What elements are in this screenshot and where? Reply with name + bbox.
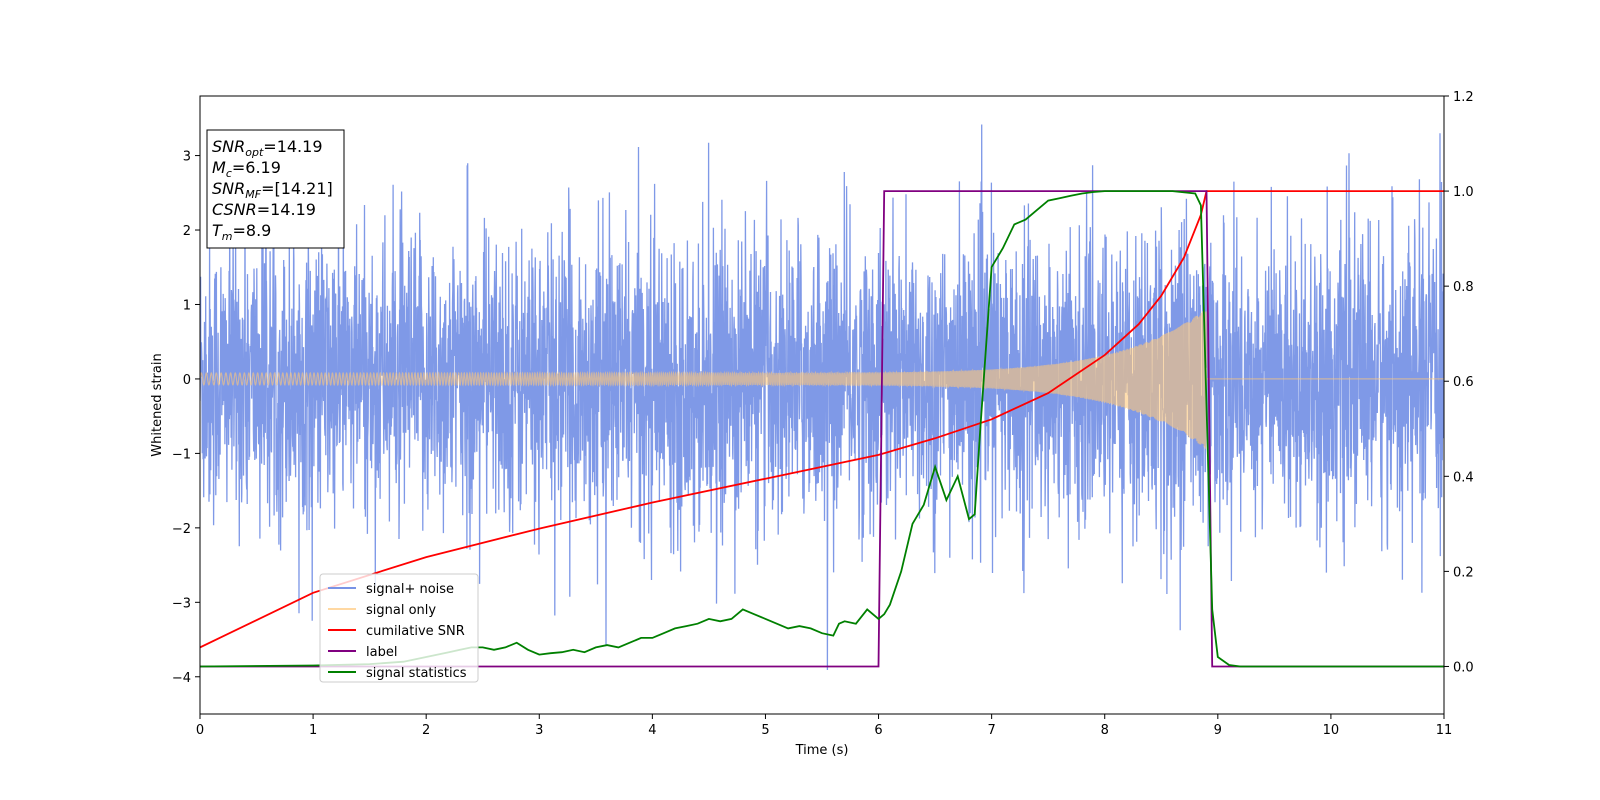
- metric-annotation: Mc=6.19: [212, 158, 281, 180]
- x-tick-label: 7: [987, 723, 995, 738]
- x-tick-label: 9: [1214, 723, 1222, 738]
- y-right-tick-label: 1.2: [1453, 90, 1474, 105]
- x-tick-label: 8: [1101, 723, 1109, 738]
- x-axis: 0 1 2 3 4 5 6 7 8 9 10 11: [196, 714, 1452, 738]
- y-left-tick-label: −2: [172, 522, 191, 537]
- y-right-tick-label: 0.4: [1453, 470, 1474, 485]
- y-right-tick-label: 1.0: [1453, 185, 1474, 200]
- y-left-tick-label: 2: [183, 224, 191, 239]
- legend-entry: signal only: [366, 603, 436, 618]
- metric-annotation: SNRMF=[14.21]: [212, 179, 333, 201]
- series-cumulative-snr-line: [200, 190, 1444, 649]
- x-tick-label: 5: [761, 723, 769, 738]
- y-axis-left: 3 2 1 0 −1 −2 −3 −4: [172, 150, 200, 686]
- y-left-tick-label: 3: [183, 150, 191, 165]
- y-left-tick-label: −1: [172, 447, 191, 462]
- y-left-tick-label: 0: [183, 373, 191, 388]
- y-left-tick-label: −3: [172, 596, 191, 611]
- plot-frame: [199, 95, 1445, 715]
- series-signal-statistics-line: [200, 190, 1444, 668]
- y-right-tick-label: 0.0: [1453, 660, 1474, 675]
- x-tick-label: 10: [1323, 723, 1340, 738]
- y-right-tick-label: 0.6: [1453, 375, 1474, 390]
- metric-annotation: SNRopt=14.19: [212, 137, 323, 159]
- x-tick-label: 4: [648, 723, 656, 738]
- x-axis-title: Time (s): [795, 743, 849, 758]
- legend: signal+ noise signal only cumilative SNR la…: [319, 573, 479, 683]
- x-tick-label: 2: [422, 723, 430, 738]
- x-tick-label: 11: [1436, 723, 1453, 738]
- legend-entry: signal statistics: [366, 666, 467, 681]
- y-right-tick-label: 0.8: [1453, 280, 1474, 295]
- metric-annotation: Tm=8.9: [212, 221, 271, 243]
- legend-entry: label: [366, 645, 397, 660]
- metrics-annotation-box: SNRopt=14.19Mc=6.19SNRMF=[14.21]CSNR=14.…: [206, 129, 345, 249]
- metric-annotation: CSNR=14.19: [212, 200, 316, 219]
- y-axis-title: Whitened strain: [150, 353, 165, 456]
- y-left-tick-label: −4: [172, 671, 191, 686]
- series-signal-noise-line: [200, 124, 1444, 671]
- x-tick-label: 6: [874, 723, 882, 738]
- x-tick-label: 1: [309, 723, 317, 738]
- series-layer: [200, 124, 1444, 671]
- y-left-tick-label: 1: [183, 298, 191, 313]
- series-signal-only-line: [200, 310, 1444, 449]
- x-tick-label: 0: [196, 723, 204, 738]
- legend-entry: cumilative SNR: [366, 624, 465, 639]
- y-right-tick-label: 0.2: [1453, 565, 1474, 580]
- y-axis-right: 1.2 1.0 0.8 0.6 0.4 0.2 0.0: [1444, 90, 1474, 675]
- x-tick-label: 3: [535, 723, 543, 738]
- legend-entry: signal+ noise: [366, 582, 454, 597]
